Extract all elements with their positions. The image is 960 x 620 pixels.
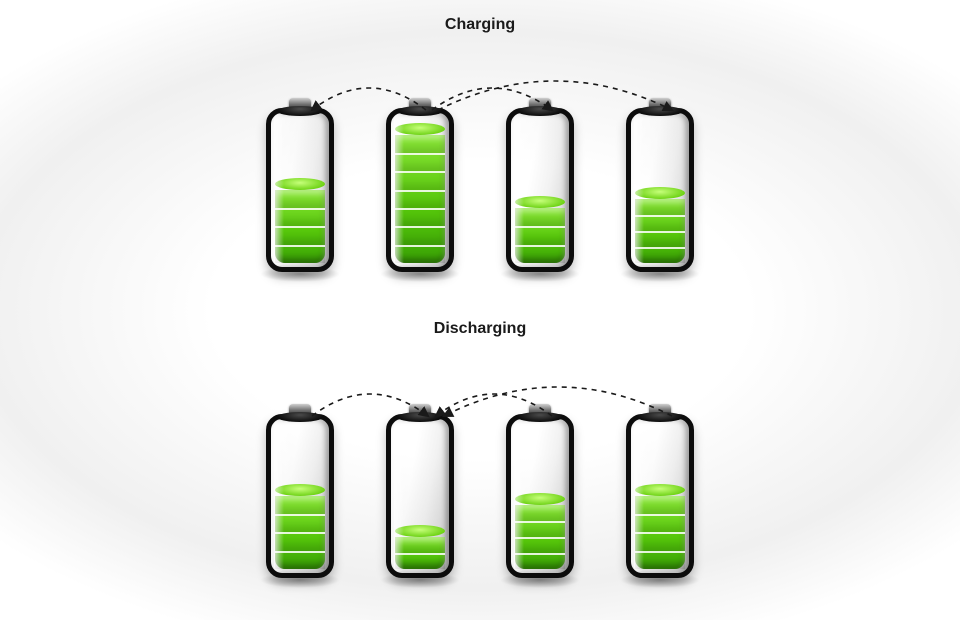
battery-fill	[515, 208, 565, 263]
battery-segment	[275, 208, 325, 226]
battery-segment	[395, 208, 445, 226]
battery-body	[386, 414, 454, 578]
battery-body	[266, 108, 334, 272]
battery-body	[506, 414, 574, 578]
battery-segment	[635, 514, 685, 532]
battery-fill	[275, 496, 325, 569]
battery-fill-meniscus	[635, 187, 685, 199]
discharging-arrow-3	[444, 387, 672, 416]
charging-battery-3	[506, 108, 574, 272]
battery-fill-meniscus	[635, 484, 685, 496]
battery-segment	[395, 226, 445, 244]
battery-segment	[515, 245, 565, 263]
battery-segment	[635, 231, 685, 247]
battery-fill	[395, 135, 445, 263]
discharging-battery-4	[626, 414, 694, 578]
battery-segment	[515, 521, 565, 537]
battery-cap	[517, 412, 563, 422]
battery-fill-meniscus	[395, 123, 445, 135]
battery-segment	[275, 551, 325, 569]
battery-segment	[515, 208, 565, 226]
battery-segment	[635, 247, 685, 263]
battery-segment	[275, 245, 325, 263]
charging-title: Charging	[0, 16, 960, 34]
battery-segment	[395, 553, 445, 569]
battery-segment	[635, 199, 685, 215]
battery-body	[506, 108, 574, 272]
battery-fill-meniscus	[515, 196, 565, 208]
battery-fill	[635, 199, 685, 263]
charging-battery-2	[386, 108, 454, 272]
discharging-battery-1	[266, 414, 334, 578]
battery-segment	[515, 505, 565, 521]
battery-segment	[515, 226, 565, 244]
battery-fill-meniscus	[275, 178, 325, 190]
battery-fill-meniscus	[515, 493, 565, 505]
battery-cap	[397, 412, 443, 422]
battery-segment	[515, 553, 565, 569]
discharging-arrows	[0, 336, 960, 426]
discharging-battery-row	[266, 414, 694, 578]
battery-segment	[515, 537, 565, 553]
battery-fill	[515, 505, 565, 569]
battery-segment	[635, 551, 685, 569]
battery-cap	[277, 106, 323, 116]
battery-segment	[275, 532, 325, 550]
charging-arrow-3	[438, 81, 672, 110]
battery-body	[386, 108, 454, 272]
battery-cap	[637, 412, 683, 422]
battery-body	[626, 108, 694, 272]
discharging-battery-2	[386, 414, 454, 578]
battery-cap	[277, 412, 323, 422]
charging-battery-4	[626, 108, 694, 272]
charging-battery-row	[266, 108, 694, 272]
discharging-battery-3	[506, 414, 574, 578]
battery-segment	[395, 190, 445, 208]
battery-segment	[635, 215, 685, 231]
battery-body	[626, 414, 694, 578]
battery-segment	[395, 245, 445, 263]
battery-cap	[397, 106, 443, 116]
battery-segment	[275, 190, 325, 208]
battery-cap	[637, 106, 683, 116]
battery-fill	[635, 496, 685, 569]
discharging-title: Discharging	[0, 320, 960, 338]
battery-fill-meniscus	[275, 484, 325, 496]
battery-segment	[275, 496, 325, 514]
charging-battery-1	[266, 108, 334, 272]
battery-segment	[635, 532, 685, 550]
battery-segment	[395, 171, 445, 189]
battery-cap	[517, 106, 563, 116]
battery-segment	[395, 153, 445, 171]
battery-fill	[275, 190, 325, 263]
charging-arrows	[0, 30, 960, 120]
battery-segment	[275, 514, 325, 532]
battery-segment	[275, 226, 325, 244]
battery-segment	[395, 135, 445, 153]
battery-segment	[635, 496, 685, 514]
battery-fill	[395, 537, 445, 569]
battery-body	[266, 414, 334, 578]
battery-fill-meniscus	[395, 525, 445, 537]
battery-segment	[395, 537, 445, 553]
